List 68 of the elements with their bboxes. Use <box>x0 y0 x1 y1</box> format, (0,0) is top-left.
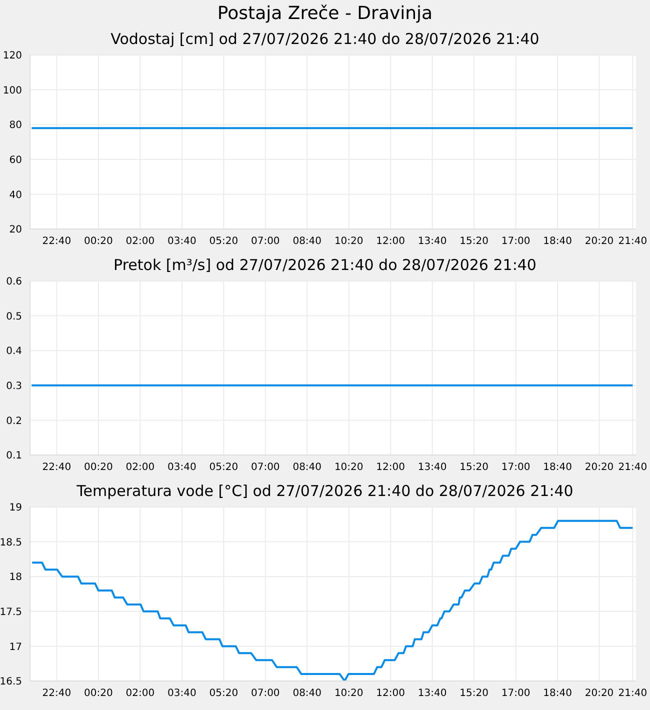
y-tick-label: 19 <box>9 502 22 514</box>
y-tick-label: 0.1 <box>6 450 22 462</box>
y-tick-label: 18 <box>9 572 22 584</box>
x-tick-label: 05:20 <box>209 688 238 700</box>
x-tick-label: 07:00 <box>250 688 280 700</box>
y-tick-label: 17 <box>9 642 22 653</box>
x-tick-label: 00:20 <box>84 236 113 248</box>
x-tick-label: 03:40 <box>168 688 196 700</box>
x-tick-label: 08:40 <box>292 462 322 474</box>
x-tick-label: 20:20 <box>584 236 614 248</box>
x-tick-label: 17:00 <box>501 688 530 700</box>
x-tick-label: 02:00 <box>126 688 155 700</box>
x-tick-label: 13:40 <box>418 236 447 248</box>
x-tick-label: 15:20 <box>460 462 488 474</box>
y-tick-label: 0.5 <box>6 311 22 322</box>
x-tick-label: 21:40 <box>618 688 648 700</box>
chart-title: Postaja Zreče - Dravinja <box>216 2 434 26</box>
x-tick-label: 20:20 <box>584 688 614 700</box>
x-tick-label: 17:00 <box>501 236 530 248</box>
x-tick-label: 15:20 <box>460 236 488 248</box>
x-tick-label: 02:00 <box>126 236 155 248</box>
x-tick-label: 18:40 <box>543 236 572 248</box>
x-tick-label: 07:00 <box>250 236 280 248</box>
y-tick-label: 0.2 <box>6 416 22 427</box>
x-tick-label: 03:40 <box>168 236 196 248</box>
x-tick-label: 22:40 <box>42 688 72 700</box>
x-tick-label: 00:20 <box>84 462 113 474</box>
chart-subtitle: Vodostaj [cm] od 27/07/2026 21:40 do 28/07/2026 21:40 <box>110 29 540 50</box>
chart-title: Pretok [m³/s] od 27/07/2026 21:40 do 28/07/2026 21:40 <box>112 255 538 276</box>
x-tick-label: 22:40 <box>42 462 72 474</box>
x-tick-label: 10:20 <box>334 688 364 700</box>
y-tick-label: 0.3 <box>6 380 22 392</box>
x-tick-label: 00:20 <box>84 688 113 700</box>
y-tick-label: 20 <box>9 224 22 236</box>
y-tick-label: 120 <box>2 50 22 62</box>
y-tick-label: 100 <box>2 85 22 96</box>
line-series <box>31 520 634 681</box>
x-tick-label: 02:00 <box>126 462 155 474</box>
x-tick-label: 12:00 <box>376 236 406 248</box>
x-tick-label: 18:40 <box>543 462 572 474</box>
x-tick-label: 21:40 <box>618 462 648 474</box>
x-tick-label: 18:40 <box>543 688 572 700</box>
x-tick-label: 05:20 <box>209 462 238 474</box>
x-tick-label: 20:20 <box>584 462 614 474</box>
y-tick-label: 16.5 <box>0 676 22 688</box>
x-tick-label: 08:40 <box>292 236 322 248</box>
x-tick-label: 10:20 <box>334 236 364 248</box>
x-tick-label: 22:40 <box>42 236 72 248</box>
x-tick-label: 21:40 <box>618 236 648 248</box>
x-tick-label: 12:00 <box>376 688 406 700</box>
x-tick-label: 15:20 <box>460 688 488 700</box>
x-tick-label: 10:20 <box>334 462 364 474</box>
y-tick-label: 60 <box>9 154 22 166</box>
x-tick-label: 17:00 <box>501 462 530 474</box>
x-tick-label: 13:40 <box>418 462 447 474</box>
y-tick-label: 40 <box>9 190 22 201</box>
x-tick-label: 07:00 <box>250 462 280 474</box>
x-tick-label: 12:00 <box>376 462 406 474</box>
y-tick-label: 17.5 <box>0 606 22 618</box>
y-tick-label: 18.5 <box>0 537 22 548</box>
x-tick-label: 03:40 <box>168 462 196 474</box>
y-tick-label: 80 <box>9 120 22 132</box>
x-tick-label: 13:40 <box>418 688 447 700</box>
chart-title: Temperatura vode [°C] od 27/07/2026 21:40 do 28/07/2026 21:40 <box>76 481 574 502</box>
x-tick-label: 08:40 <box>292 688 322 700</box>
x-tick-label: 05:20 <box>209 236 238 248</box>
y-tick-label: 0.6 <box>6 276 22 288</box>
y-tick-label: 0.4 <box>6 346 22 358</box>
